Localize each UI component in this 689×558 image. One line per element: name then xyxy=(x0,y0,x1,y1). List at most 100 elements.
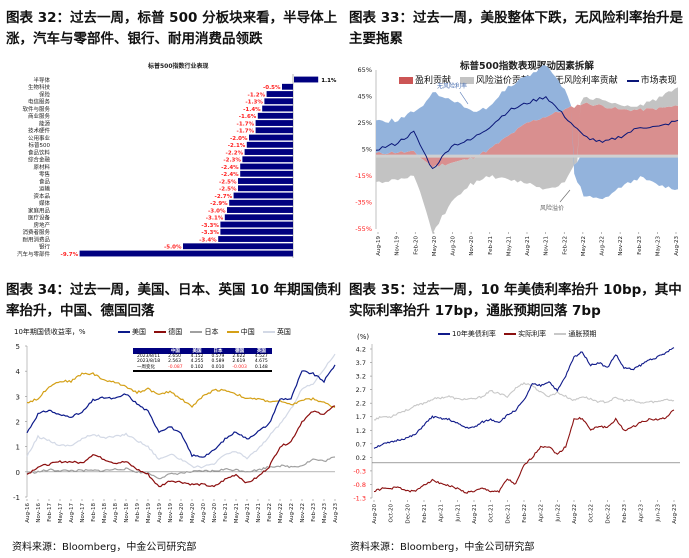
bar xyxy=(294,76,319,83)
x-tick-label: Nov-20 xyxy=(469,236,475,256)
legend-label: 10年美债利率 xyxy=(452,330,496,338)
x-tick-label: Oct-20 xyxy=(389,504,395,523)
area-series xyxy=(376,102,678,168)
x-tick-label: Oct-22 xyxy=(589,504,595,523)
category-label: 电信服务 xyxy=(28,98,51,106)
x-tick-label: May-20 xyxy=(190,503,196,524)
category-label: 综合金融 xyxy=(28,156,51,164)
data-label: -2.1% xyxy=(228,143,246,149)
x-tick-label: Feb-20 xyxy=(413,236,419,255)
bar xyxy=(224,214,293,221)
x-tick-label: Jun-21 xyxy=(455,504,461,523)
category-label: 商业服务 xyxy=(28,112,51,120)
data-label: -1.3% xyxy=(245,100,263,106)
line-series xyxy=(375,96,679,170)
legend-label: 通胀预期 xyxy=(568,330,597,338)
x-tick-label: Aug-19 xyxy=(157,503,163,523)
y-tick-label: -1 xyxy=(13,494,20,502)
x-tick-label: Jun-22 xyxy=(555,504,561,523)
legend-label: 日本 xyxy=(204,328,219,336)
area-series xyxy=(376,65,678,200)
x-tick-label: Feb-21 xyxy=(223,503,229,522)
legend-swatch xyxy=(438,333,450,335)
line-series xyxy=(373,347,675,449)
category-label: 耐用消费品 xyxy=(22,235,50,243)
x-tick-label: May-21 xyxy=(506,236,512,256)
table-row: 2023/8/18 2.563 4.255 0.589 2.619 4.675 xyxy=(133,359,272,364)
chart-34-legend: 美国 德国 日本 中国 英国 xyxy=(112,327,291,337)
legend-label: 英国 xyxy=(276,328,291,336)
table-cell: 2.619 xyxy=(232,359,246,364)
table-cell: 4.255 xyxy=(190,359,204,364)
x-tick-label: Feb-18 xyxy=(91,503,97,522)
category-label: 公用事业 xyxy=(28,134,51,142)
line-series xyxy=(373,381,675,421)
bar xyxy=(244,149,293,155)
bar xyxy=(220,221,293,228)
chart-32-title: 标普500指数行业表现 xyxy=(148,63,209,70)
x-tick-label: Apr-21 xyxy=(439,504,445,522)
x-tick-label: Nov-22 xyxy=(618,236,624,256)
x-tick-label: Feb-19 xyxy=(135,503,141,522)
table-cell: 2023/8/18 xyxy=(137,359,161,364)
x-tick-label: Aug-22 xyxy=(600,236,606,256)
figure-34-source: 资料来源：Bloomberg，中金公司研究部 xyxy=(12,542,197,553)
yield-table: 中国 美国 日本 德国 英国 2023/8/11 2.650 4.152 0.579 2.622 4… xyxy=(133,348,272,372)
data-label: -2.9% xyxy=(210,201,228,207)
category-label: 运输 xyxy=(39,185,51,193)
data-label: -2.5% xyxy=(219,179,237,185)
x-tick-label: Nov-22 xyxy=(300,503,306,523)
x-tick-label: Apr-22 xyxy=(539,504,545,522)
bar xyxy=(183,243,293,250)
data-label: 1.1% xyxy=(321,78,337,84)
x-tick-label: Jun-23 xyxy=(655,504,661,523)
x-tick-label: May-18 xyxy=(102,503,108,524)
x-tick-label: Aug-23 xyxy=(674,236,680,256)
x-tick-label: May-21 xyxy=(234,503,240,523)
category-label: 食品饮料 xyxy=(28,148,51,156)
table-cell: 4.527 xyxy=(254,354,268,359)
bar xyxy=(238,178,293,184)
table-header: 德国 xyxy=(228,348,251,354)
x-tick-label: Feb-22 xyxy=(522,504,528,523)
data-label: -0.5% xyxy=(263,85,281,91)
y-tick-label: 0 xyxy=(16,469,20,477)
y-tick-label: -15% xyxy=(355,172,372,180)
bar xyxy=(266,91,293,97)
x-tick-label: Nov-21 xyxy=(256,503,262,523)
y-tick-label: 2 xyxy=(16,419,20,427)
x-tick-label: Nov-21 xyxy=(544,236,550,256)
x-tick-label: Feb-23 xyxy=(637,236,643,255)
table-cell: 4.675 xyxy=(254,359,268,364)
line-series xyxy=(26,405,336,488)
x-tick-label: Apr-23 xyxy=(639,504,645,523)
area-series xyxy=(376,87,678,234)
x-tick-label: Aug-20 xyxy=(201,503,207,523)
data-label: -1.6% xyxy=(239,114,257,120)
bar xyxy=(246,141,293,148)
legend-label: 市场表现 xyxy=(640,76,677,86)
table-cell: 0.102 xyxy=(190,364,204,370)
y-tick-label: 45% xyxy=(358,93,372,101)
category-label: 食品 xyxy=(39,177,51,185)
legend-label: 中国 xyxy=(240,328,255,336)
bar xyxy=(218,236,293,242)
x-tick-label: Nov-19 xyxy=(395,236,401,256)
category-label: 银行 xyxy=(39,243,51,251)
legend-swatch xyxy=(226,331,239,333)
annotation-arrow xyxy=(559,189,571,203)
x-tick-label: May-23 xyxy=(322,503,328,524)
bar xyxy=(264,98,293,105)
legend-label: 风险溢价贡献 xyxy=(475,76,530,86)
bar xyxy=(282,83,293,90)
chart-34-ylabel: 10年期国债收益率，% xyxy=(14,328,86,336)
category-label: 能源 xyxy=(39,119,51,127)
category-label: 保险 xyxy=(39,90,51,98)
annotation-label: 无风险利率 xyxy=(437,82,467,90)
category-label: 医疗设备 xyxy=(28,214,51,222)
bar xyxy=(240,170,293,177)
data-label: -3.0% xyxy=(208,208,226,214)
line-series xyxy=(26,372,336,408)
table-cell: 2.622 xyxy=(232,354,246,359)
bar xyxy=(242,156,293,163)
